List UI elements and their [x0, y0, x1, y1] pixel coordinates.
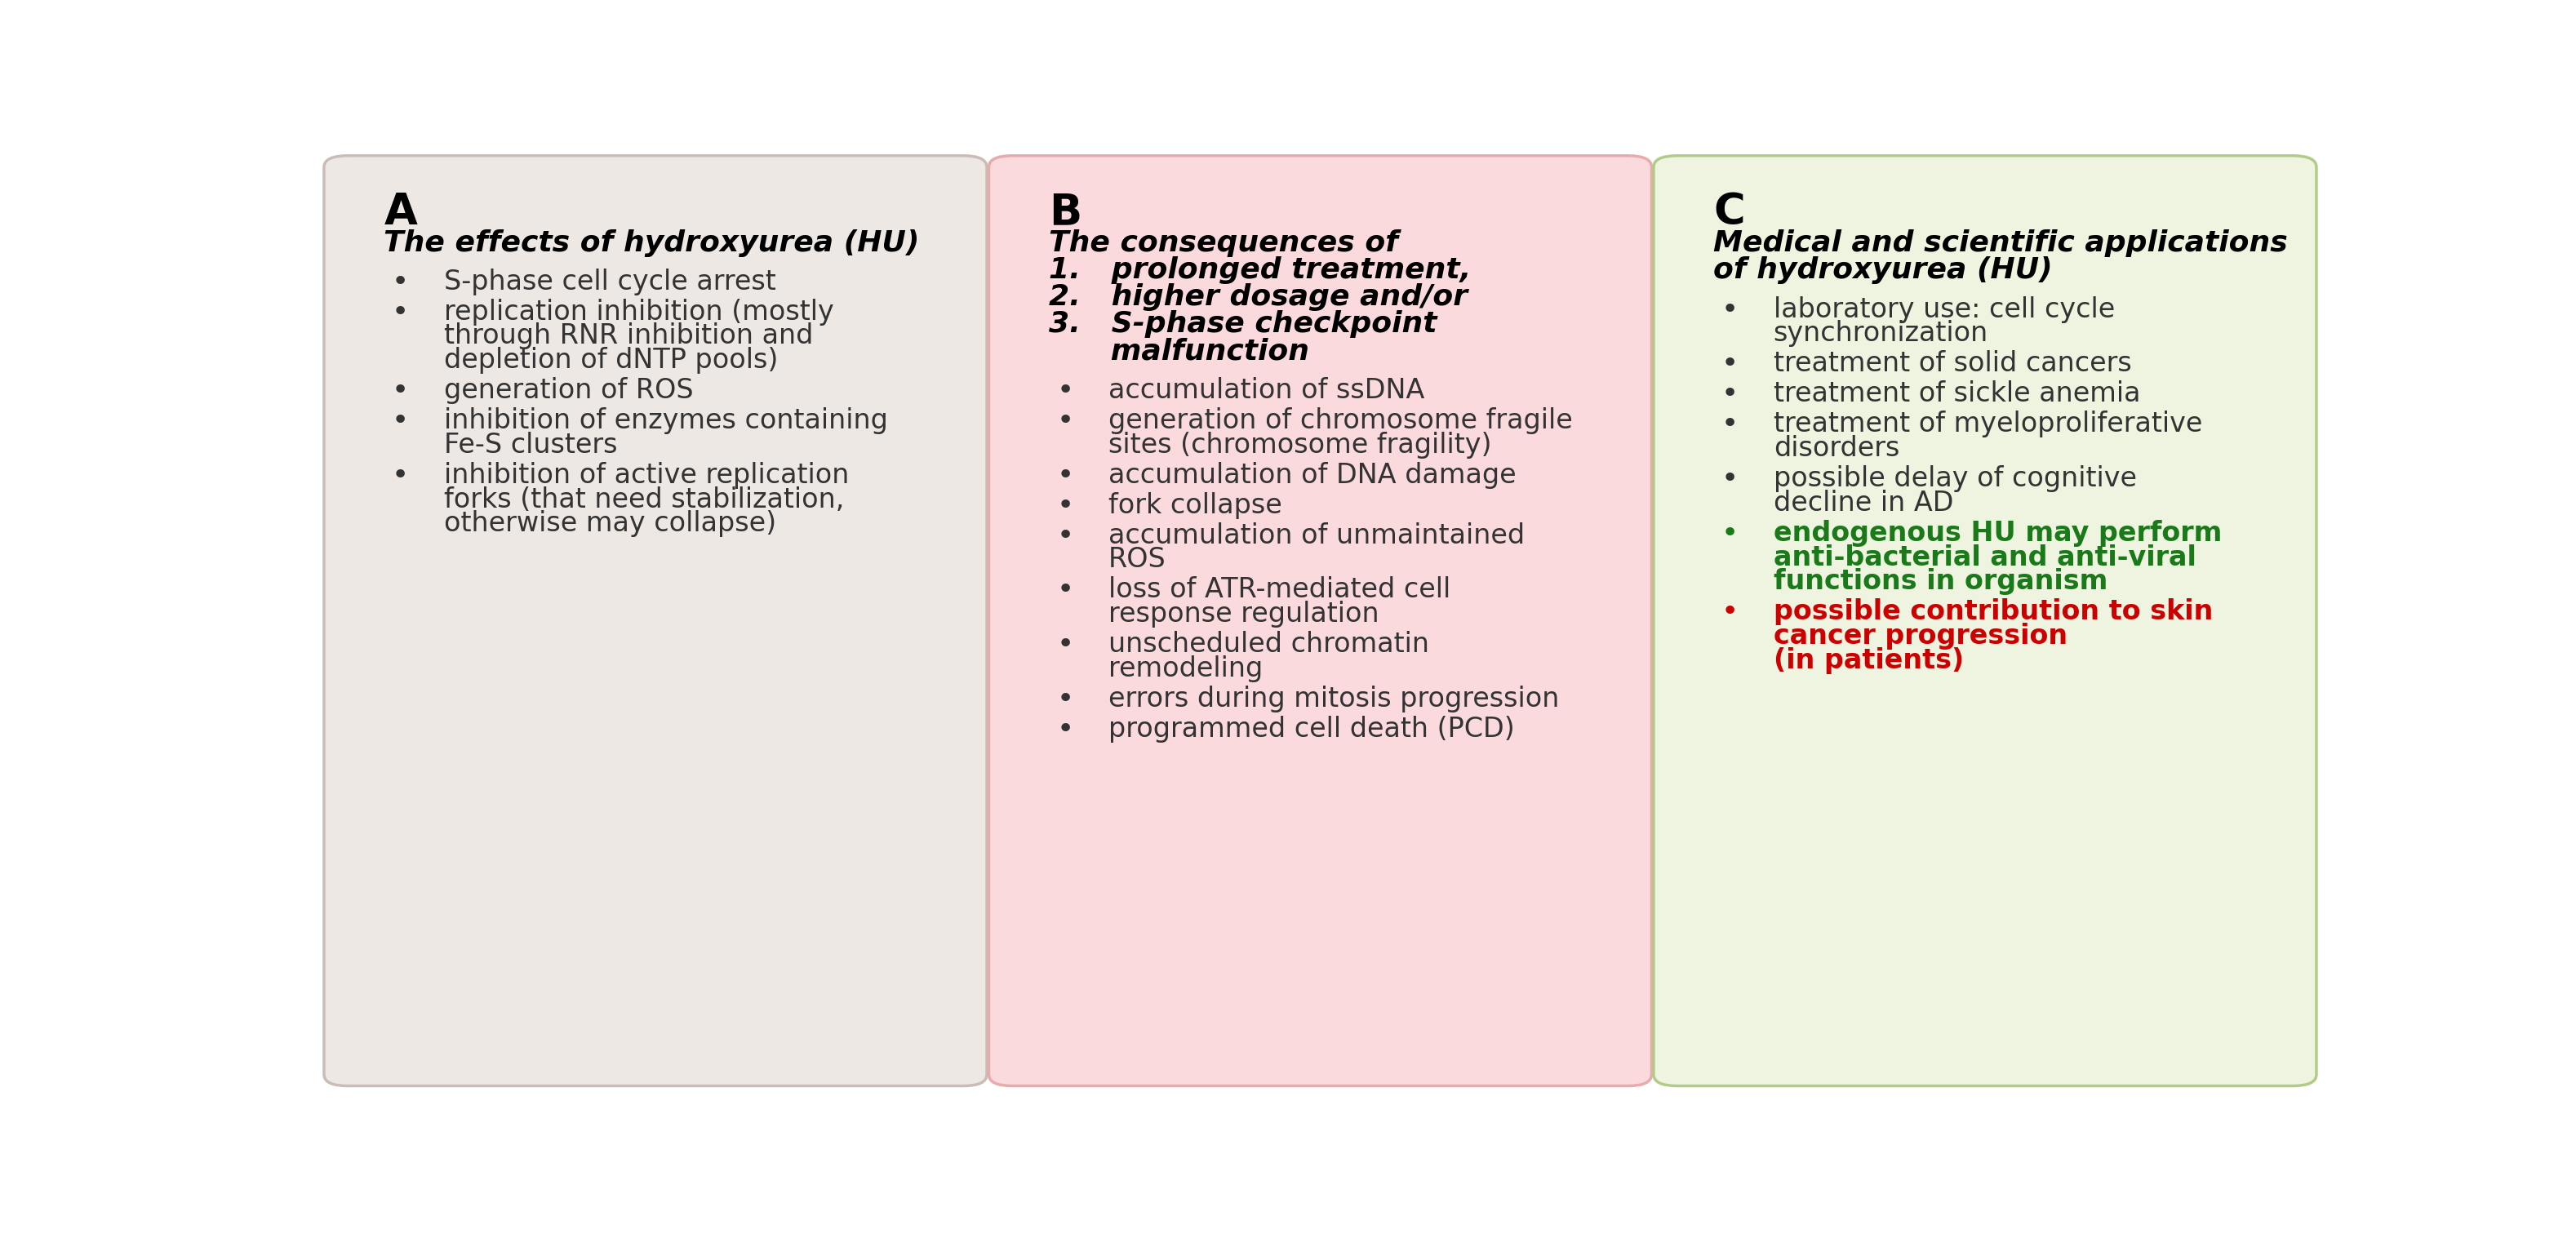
- Text: anti-bacterial and anti-viral: anti-bacterial and anti-viral: [1772, 544, 2197, 571]
- Text: treatment of myeloproliferative: treatment of myeloproliferative: [1772, 411, 2202, 438]
- FancyBboxPatch shape: [1654, 155, 2316, 1086]
- Text: disorders: disorders: [1772, 436, 1899, 462]
- Text: •: •: [1056, 631, 1074, 659]
- Text: •: •: [1721, 598, 1739, 627]
- Text: response regulation: response regulation: [1108, 601, 1378, 628]
- Text: •: •: [1721, 520, 1739, 548]
- Text: malfunction: malfunction: [1048, 337, 1309, 365]
- Text: endogenous HU may perform: endogenous HU may perform: [1772, 520, 2221, 547]
- Text: generation of ROS: generation of ROS: [443, 378, 693, 405]
- Text: •: •: [1721, 350, 1739, 378]
- Text: of hydroxyurea (HU): of hydroxyurea (HU): [1713, 257, 2053, 284]
- Text: sites (chromosome fragility): sites (chromosome fragility): [1108, 432, 1492, 458]
- Text: replication inhibition (mostly: replication inhibition (mostly: [443, 299, 835, 326]
- Text: cancer progression: cancer progression: [1772, 623, 2069, 650]
- Text: Medical and scientific applications: Medical and scientific applications: [1713, 230, 2287, 257]
- Text: •: •: [392, 378, 410, 405]
- Text: depletion of dNTP pools): depletion of dNTP pools): [443, 347, 778, 374]
- Text: The effects of hydroxyurea (HU): The effects of hydroxyurea (HU): [384, 230, 920, 257]
- Text: generation of chromosome fragile: generation of chromosome fragile: [1108, 407, 1574, 434]
- Text: •: •: [1056, 685, 1074, 713]
- Text: •: •: [1721, 296, 1739, 323]
- Text: treatment of sickle anemia: treatment of sickle anemia: [1772, 380, 2141, 407]
- Text: A: A: [384, 191, 417, 233]
- Text: •: •: [392, 407, 410, 436]
- Text: otherwise may collapse): otherwise may collapse): [443, 511, 775, 537]
- Text: inhibition of active replication: inhibition of active replication: [443, 462, 850, 489]
- Text: unscheduled chromatin: unscheduled chromatin: [1108, 631, 1430, 658]
- Text: fork collapse: fork collapse: [1108, 492, 1283, 518]
- Text: accumulation of unmaintained: accumulation of unmaintained: [1108, 522, 1525, 549]
- Text: errors during mitosis progression: errors during mitosis progression: [1108, 685, 1558, 712]
- Text: accumulation of DNA damage: accumulation of DNA damage: [1108, 462, 1517, 489]
- Text: B: B: [1048, 191, 1082, 233]
- Text: accumulation of ssDNA: accumulation of ssDNA: [1108, 376, 1425, 404]
- Text: •: •: [1056, 492, 1074, 520]
- Text: 2.   higher dosage and/or: 2. higher dosage and/or: [1048, 284, 1468, 311]
- Text: •: •: [1056, 462, 1074, 490]
- Text: laboratory use: cell cycle: laboratory use: cell cycle: [1772, 296, 2115, 323]
- Text: •: •: [1721, 411, 1739, 438]
- Text: programmed cell death (PCD): programmed cell death (PCD): [1108, 716, 1515, 743]
- Text: 3.   S-phase checkpoint: 3. S-phase checkpoint: [1048, 310, 1437, 338]
- Text: S-phase cell cycle arrest: S-phase cell cycle arrest: [443, 268, 775, 295]
- Text: inhibition of enzymes containing: inhibition of enzymes containing: [443, 407, 889, 434]
- Text: 1.   prolonged treatment,: 1. prolonged treatment,: [1048, 257, 1471, 284]
- Text: remodeling: remodeling: [1108, 655, 1262, 682]
- Text: •: •: [1721, 465, 1739, 494]
- Text: forks (that need stabilization,: forks (that need stabilization,: [443, 486, 845, 513]
- Text: •: •: [1056, 376, 1074, 405]
- Text: synchronization: synchronization: [1772, 320, 1989, 347]
- Text: •: •: [392, 299, 410, 326]
- Text: •: •: [1056, 407, 1074, 434]
- Text: •: •: [1056, 522, 1074, 549]
- Text: •: •: [392, 462, 410, 490]
- Text: loss of ATR-mediated cell: loss of ATR-mediated cell: [1108, 576, 1450, 603]
- FancyBboxPatch shape: [325, 155, 987, 1086]
- Text: ROS: ROS: [1108, 547, 1167, 573]
- Text: treatment of solid cancers: treatment of solid cancers: [1772, 350, 2130, 378]
- FancyBboxPatch shape: [989, 155, 1651, 1086]
- Text: •: •: [1056, 576, 1074, 605]
- Text: possible contribution to skin: possible contribution to skin: [1772, 598, 2213, 626]
- Text: Fe-S clusters: Fe-S clusters: [443, 432, 618, 459]
- Text: •: •: [1721, 380, 1739, 408]
- Text: C: C: [1713, 191, 1744, 233]
- Text: decline in AD: decline in AD: [1772, 490, 1953, 517]
- Text: •: •: [392, 268, 410, 296]
- Text: •: •: [1056, 716, 1074, 743]
- Text: through RNR inhibition and: through RNR inhibition and: [443, 323, 814, 349]
- Text: functions in organism: functions in organism: [1772, 569, 2107, 595]
- Text: possible delay of cognitive: possible delay of cognitive: [1772, 465, 2136, 492]
- Text: (in patients): (in patients): [1772, 647, 1963, 674]
- Text: The consequences of: The consequences of: [1048, 230, 1399, 257]
